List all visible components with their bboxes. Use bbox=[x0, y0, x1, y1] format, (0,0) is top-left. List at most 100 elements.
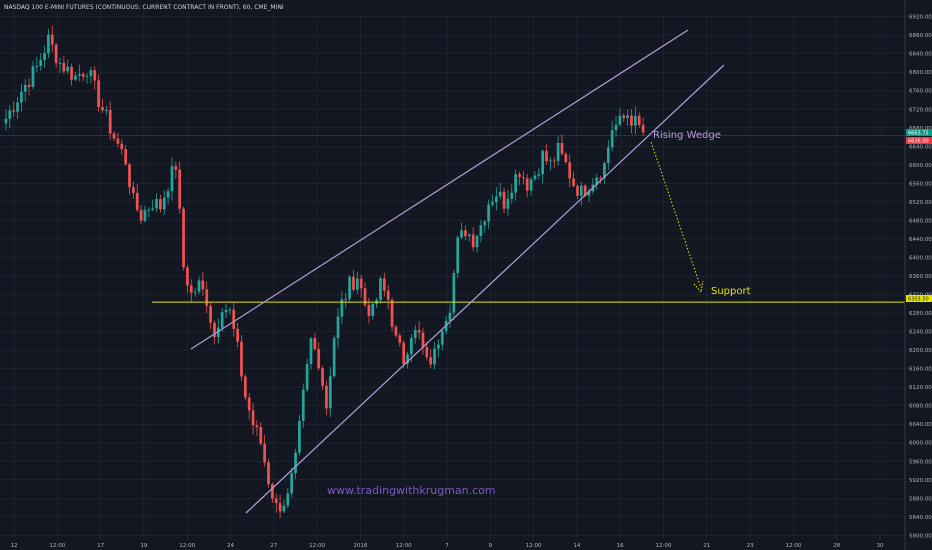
candle-body[interactable] bbox=[328, 376, 332, 409]
candle[interactable] bbox=[379, 276, 382, 304]
drawings-layer[interactable] bbox=[0, 29, 905, 514]
candle[interactable] bbox=[305, 358, 309, 392]
candle-body[interactable] bbox=[93, 70, 97, 81]
candle-body[interactable] bbox=[290, 473, 294, 494]
candle[interactable] bbox=[112, 131, 116, 142]
candle[interactable] bbox=[189, 279, 193, 303]
candle[interactable] bbox=[340, 290, 344, 325]
candle-body[interactable] bbox=[174, 166, 178, 170]
candle-body[interactable] bbox=[514, 174, 517, 193]
candle[interactable] bbox=[522, 170, 525, 185]
candle[interactable] bbox=[610, 120, 614, 152]
candle[interactable] bbox=[383, 272, 386, 297]
candle[interactable] bbox=[128, 162, 131, 195]
candle-body[interactable] bbox=[390, 299, 394, 327]
candle-body[interactable] bbox=[448, 312, 452, 321]
candle[interactable] bbox=[240, 335, 243, 382]
candle[interactable] bbox=[328, 366, 332, 418]
candle-body[interactable] bbox=[112, 133, 116, 139]
candle-body[interactable] bbox=[274, 498, 278, 504]
candle-body[interactable] bbox=[62, 62, 66, 72]
candle-body[interactable] bbox=[359, 278, 363, 289]
candle-body[interactable] bbox=[491, 202, 494, 205]
wedge-lower-line[interactable] bbox=[245, 64, 725, 514]
candle[interactable] bbox=[359, 274, 363, 298]
candle[interactable] bbox=[471, 226, 475, 252]
candle-body[interactable] bbox=[132, 187, 135, 193]
candle[interactable] bbox=[104, 105, 108, 116]
candle[interactable] bbox=[456, 235, 460, 279]
candle-body[interactable] bbox=[263, 443, 266, 463]
candle[interactable] bbox=[518, 171, 521, 186]
candle[interactable] bbox=[178, 161, 182, 214]
candle-body[interactable] bbox=[494, 196, 498, 203]
candle-body[interactable] bbox=[301, 389, 305, 421]
candle-body[interactable] bbox=[595, 177, 599, 185]
candle-body[interactable] bbox=[155, 199, 158, 209]
candle-body[interactable] bbox=[116, 138, 120, 144]
candle[interactable] bbox=[70, 63, 73, 86]
candle-body[interactable] bbox=[243, 376, 247, 398]
candle[interactable] bbox=[274, 494, 278, 513]
candle[interactable] bbox=[101, 98, 104, 114]
wedge-upper-line[interactable] bbox=[190, 29, 689, 350]
candle-body[interactable] bbox=[599, 177, 602, 179]
candle-body[interactable] bbox=[587, 191, 591, 196]
candle[interactable] bbox=[402, 340, 406, 368]
candle-body[interactable] bbox=[97, 80, 100, 108]
candle[interactable] bbox=[197, 276, 201, 295]
candle-body[interactable] bbox=[321, 368, 324, 386]
candle[interactable] bbox=[139, 205, 143, 224]
candle-body[interactable] bbox=[294, 452, 297, 474]
candle-body[interactable] bbox=[564, 153, 568, 163]
candle[interactable] bbox=[514, 169, 517, 201]
candle-body[interactable] bbox=[568, 162, 572, 179]
candle-body[interactable] bbox=[4, 118, 8, 124]
candle-body[interactable] bbox=[43, 53, 46, 60]
candle[interactable] bbox=[35, 56, 39, 73]
candle-body[interactable] bbox=[151, 208, 155, 210]
candle-body[interactable] bbox=[579, 185, 583, 196]
candle[interactable] bbox=[502, 187, 506, 214]
candle-body[interactable] bbox=[159, 199, 162, 210]
candles-layer[interactable] bbox=[4, 25, 645, 518]
candle[interactable] bbox=[267, 458, 270, 488]
candle-body[interactable] bbox=[247, 397, 251, 411]
candle-body[interactable] bbox=[35, 65, 39, 67]
candle[interactable] bbox=[201, 271, 205, 296]
candle[interactable] bbox=[286, 488, 290, 509]
candle[interactable] bbox=[155, 193, 158, 213]
candle-body[interactable] bbox=[367, 304, 371, 317]
candle[interactable] bbox=[255, 420, 259, 436]
candle-body[interactable] bbox=[128, 164, 131, 188]
candle-body[interactable] bbox=[413, 330, 417, 338]
candle[interactable] bbox=[560, 134, 564, 157]
candle[interactable] bbox=[143, 205, 147, 223]
candle-body[interactable] bbox=[576, 185, 579, 196]
candle[interactable] bbox=[213, 320, 216, 345]
candle-body[interactable] bbox=[471, 234, 475, 248]
candle[interactable] bbox=[595, 174, 599, 190]
candle[interactable] bbox=[282, 499, 286, 514]
candle[interactable] bbox=[182, 206, 185, 271]
candle-body[interactable] bbox=[456, 237, 460, 273]
candle-body[interactable] bbox=[522, 177, 525, 179]
candle[interactable] bbox=[290, 467, 294, 498]
candle-body[interactable] bbox=[47, 34, 50, 54]
candle-body[interactable] bbox=[348, 276, 351, 299]
candle-body[interactable] bbox=[271, 484, 274, 499]
candle[interactable] bbox=[135, 184, 139, 213]
candle[interactable] bbox=[278, 494, 282, 518]
candle[interactable] bbox=[251, 402, 255, 435]
candle-body[interactable] bbox=[182, 208, 185, 268]
candle[interactable] bbox=[572, 171, 575, 188]
candle-body[interactable] bbox=[16, 102, 19, 112]
candle-body[interactable] bbox=[166, 191, 170, 198]
candle-body[interactable] bbox=[355, 278, 359, 290]
candle[interactable] bbox=[371, 302, 375, 320]
candle-body[interactable] bbox=[54, 44, 58, 64]
candle-body[interactable] bbox=[251, 410, 255, 426]
candle[interactable] bbox=[151, 199, 155, 212]
candle-body[interactable] bbox=[282, 505, 286, 512]
